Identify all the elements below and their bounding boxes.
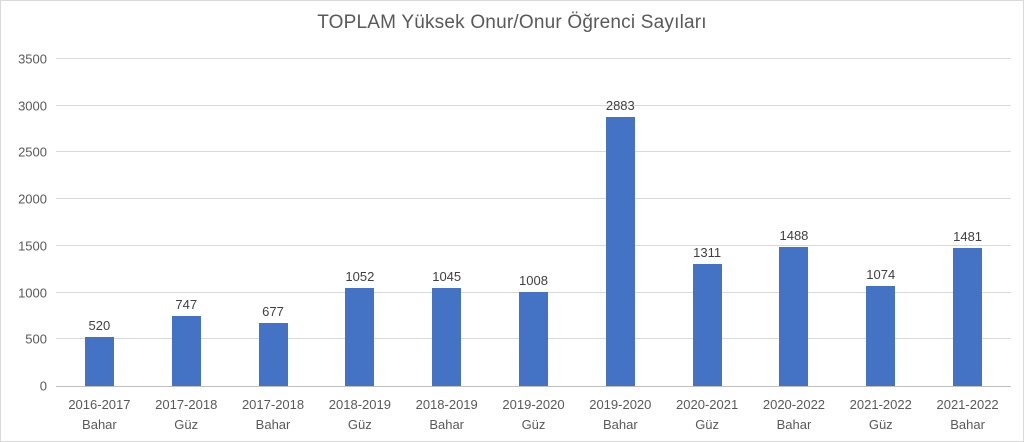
gridline (56, 104, 1011, 106)
bar (953, 247, 983, 386)
y-axis-tick-label: 1500 (18, 238, 47, 254)
y-axis-tick-label: 500 (25, 331, 47, 347)
y-axis-tick-label: 3500 (18, 51, 47, 67)
x-axis-tick-label: 2018-2019 Güz (329, 395, 391, 435)
x-tick-line-term: Güz (521, 417, 546, 432)
gridline (56, 58, 1011, 59)
y-axis-tick-label: 2000 (18, 191, 47, 207)
x-tick-line-term: Bahar (602, 417, 638, 432)
x-axis-tick-label: 2019-2020 Güz (502, 395, 564, 435)
x-tick-line-year: 2018-2019 (415, 397, 478, 412)
bar (171, 316, 201, 386)
x-tick-line-term: Güz (347, 417, 372, 432)
gridline (56, 244, 1011, 246)
bar (345, 287, 375, 386)
x-tick-line-year: 2019-2020 (589, 397, 652, 412)
gridline (56, 151, 1011, 153)
x-tick-line-year: 2021-2022 (936, 397, 999, 412)
y-axis-tick-label: 2500 (18, 144, 47, 160)
bar (779, 246, 809, 386)
x-tick-line-year: 2017-2018 (155, 397, 218, 412)
x-tick-line-term: Güz (695, 417, 720, 432)
bar-value-label: 677 (262, 303, 284, 319)
bar-value-label: 1074 (866, 266, 896, 282)
x-axis-tick-label: 2021-2022 Güz (850, 395, 912, 435)
x-axis-tick-label: 2019-2020 Bahar (589, 395, 651, 435)
x-tick-line-term: Bahar (82, 417, 117, 432)
bar-value-label: 1481 (953, 228, 983, 244)
bar (866, 285, 896, 386)
x-tick-line-year: 2018-2019 (328, 397, 391, 412)
bar (432, 288, 462, 386)
x-axis-tick-label: 2016-2017 Bahar (68, 395, 130, 435)
bar-value-label: 1311 (693, 244, 722, 260)
bar-value-label: 520 (88, 318, 111, 334)
x-axis-tick-label: 2020-2022 Bahar (763, 395, 825, 435)
bar-value-label: 1488 (779, 227, 809, 243)
y-axis-tick-label: 0 (39, 378, 47, 394)
x-tick-line-year: 2020-2021 (676, 397, 739, 412)
x-tick-line-term: Güz (868, 417, 893, 432)
bar (692, 263, 722, 386)
y-axis-tick-label: 1000 (18, 285, 47, 301)
bar (84, 337, 114, 386)
x-axis-line (56, 386, 1011, 387)
gridline (56, 198, 1011, 200)
x-axis-tick-label: 2018-2019 Bahar (416, 395, 478, 435)
x-tick-line-term: Bahar (429, 417, 465, 432)
x-tick-line-year: 2016-2017 (68, 397, 131, 412)
bar-value-label: 1008 (519, 272, 548, 288)
bar-value-label: 1045 (432, 269, 462, 285)
plot-area: 0 500 1000 1500 2000 2500 3000 3500 520 2016-2017… (18, 52, 1011, 432)
x-tick-line-term: Bahar (950, 417, 985, 432)
bar (258, 322, 288, 386)
bar-value-label: 1052 (345, 268, 375, 284)
bar-value-label: 2883 (605, 97, 635, 113)
chart-title: TOPLAM Yüksek Onur/Onur Öğrenci Sayıları (317, 12, 707, 33)
y-axis-tick-label: 3000 (18, 98, 47, 114)
bar (605, 116, 635, 386)
bar-value-label: 747 (175, 297, 198, 313)
x-axis-tick-label: 2017-2018 Güz (155, 395, 217, 435)
x-axis-tick-label: 2020-2021 Güz (676, 395, 738, 435)
x-tick-line-year: 2019-2020 (502, 397, 565, 412)
x-tick-line-year: 2020-2022 (762, 397, 826, 412)
x-axis-tick-label: 2017-2018 Bahar (242, 395, 304, 435)
x-tick-line-year: 2017-2018 (241, 397, 305, 412)
bar (519, 291, 548, 386)
x-tick-line-term: Bahar (255, 417, 291, 432)
x-tick-line-term: Güz (174, 417, 199, 432)
x-axis-tick-label: 2021-2022 Bahar (936, 395, 998, 435)
x-tick-line-year: 2021-2022 (849, 397, 912, 412)
x-tick-line-term: Bahar (776, 417, 812, 432)
